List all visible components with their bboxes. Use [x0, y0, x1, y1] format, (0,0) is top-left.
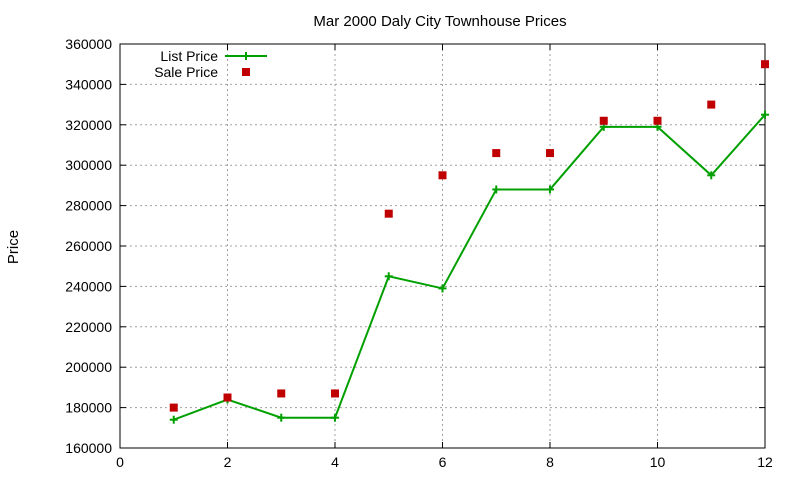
data-point: [331, 413, 339, 422]
y-tick-label: 300000: [65, 157, 112, 173]
data-point: [384, 209, 393, 218]
series-layer: [169, 60, 769, 424]
data-point: [169, 403, 178, 412]
legend-marker: [242, 68, 250, 76]
series-sale-price: [169, 60, 769, 412]
y-tick-label: 220000: [65, 319, 112, 335]
legend-label: Sale Price: [154, 64, 218, 80]
y-tick-label: 260000: [65, 238, 112, 254]
legend-marker: [242, 52, 250, 60]
x-tick-label: 12: [757, 454, 773, 470]
y-axis-label: Price: [5, 230, 22, 264]
axis-ticks: 160000 180000 200000 220000 240000 260000 2800…: [65, 36, 773, 470]
chart-title: Mar 2000 Daly City Townhouse Prices: [313, 13, 566, 30]
x-tick-label: 10: [650, 454, 666, 470]
series-line: [173, 114, 766, 421]
data-point: [277, 413, 286, 422]
data-point: [384, 272, 393, 281]
data-point: [707, 171, 716, 180]
x-tick-label: 2: [224, 454, 232, 470]
data-point: [438, 284, 447, 293]
data-point: [599, 116, 608, 125]
data-point: [277, 389, 286, 398]
x-tick-label: 4: [331, 454, 339, 470]
data-point: [546, 185, 554, 194]
data-point: [492, 149, 501, 158]
data-point: [546, 149, 554, 158]
grid-lines: [120, 44, 765, 448]
data-point: [223, 393, 232, 402]
x-tick-label: 8: [546, 454, 554, 470]
y-tick-label: 280000: [65, 198, 112, 214]
data-point: [761, 110, 769, 119]
y-tick-label: 240000: [65, 278, 112, 294]
data-point: [492, 185, 501, 194]
data-point: [438, 171, 447, 180]
y-tick-label: 360000: [65, 36, 112, 52]
data-point: [707, 100, 716, 109]
data-point: [761, 60, 769, 69]
legend-label: List Price: [160, 48, 218, 64]
data-point: [653, 116, 662, 125]
y-tick-label: 180000: [65, 400, 112, 416]
x-tick-label: 6: [439, 454, 447, 470]
series-list-price: [169, 110, 769, 424]
y-tick-label: 200000: [65, 359, 112, 375]
x-tick-label: 0: [116, 454, 124, 470]
y-tick-label: 320000: [65, 117, 112, 133]
data-point: [331, 389, 339, 398]
y-tick-label: 340000: [65, 76, 112, 92]
y-tick-label: 160000: [65, 440, 112, 456]
data-point: [169, 415, 178, 424]
